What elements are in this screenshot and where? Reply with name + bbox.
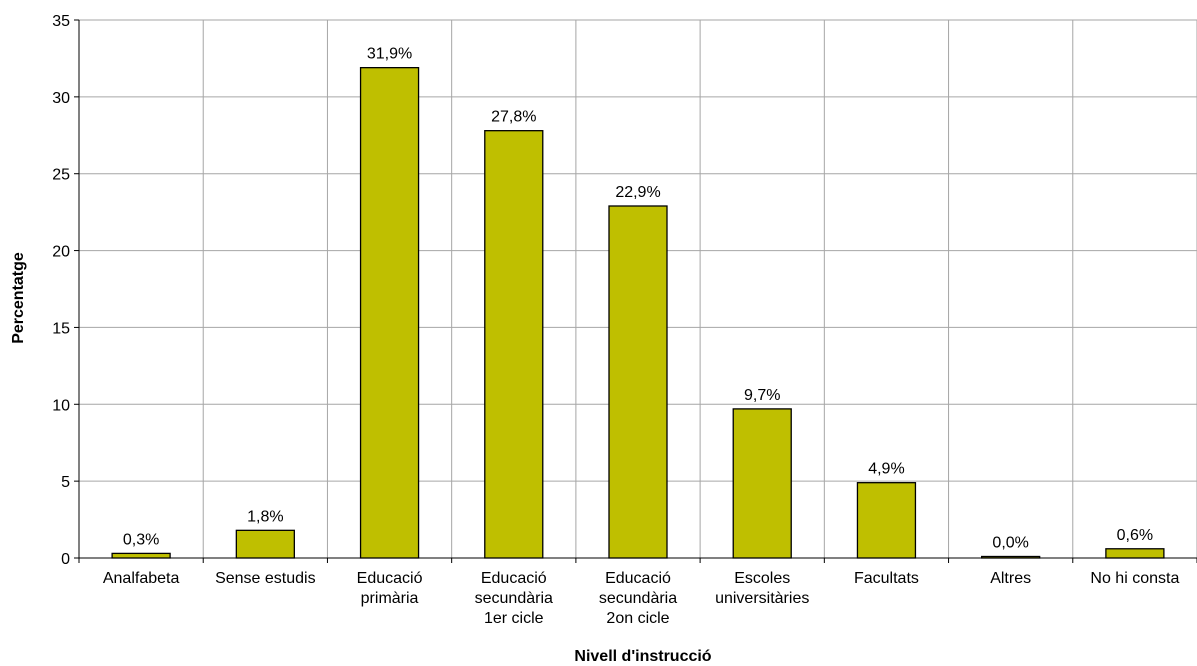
x-category-label: Facultats [854,570,919,587]
x-axis-title: Nivell d'instrucció [574,648,711,665]
y-tick-label: 35 [52,13,70,30]
x-category-label: Educació primària [357,570,423,607]
data-label: 0,0% [992,535,1028,552]
bars [111,67,1165,559]
y-tick-label: 30 [52,90,70,107]
y-tick-label: 10 [52,397,70,414]
x-axis-categories: Analfabeta Sense estudis Educació primària E… [103,570,1180,627]
y-tick-label: 15 [52,320,70,337]
bar [856,482,917,559]
bar [1105,548,1165,559]
x-category-label: Sense estudis [215,570,316,587]
data-label: 22,9% [615,184,660,201]
bar [484,130,544,559]
y-axis-title: Percentatge [10,252,27,344]
x-category-label: Educació secundària 1er cicle [475,570,553,627]
x-category-label: Escoles universitàries [715,570,809,607]
data-label: 9,7% [744,387,780,404]
bar [608,205,668,559]
data-label: 0,3% [123,531,159,548]
data-label: 31,9% [367,46,412,63]
y-tick-label: 0 [61,551,70,568]
bar [111,552,171,559]
bar [981,555,1041,559]
y-tick-label: 5 [61,474,70,491]
y-tick-label: 25 [52,167,70,184]
data-labels: 0,3% 1,8% 31,9% 27,8% 22,9% 9,7% 4,9% 0,0% 0,6% [123,46,1153,552]
x-category-label: Educació secundària 2on cicle [599,570,677,627]
data-label: 1,8% [247,508,283,525]
data-label: 4,9% [868,461,904,478]
y-tick-label: 20 [52,244,70,261]
data-label: 27,8% [491,109,536,126]
x-category-label: No hi consta [1090,570,1179,587]
bar [235,529,295,559]
bar [359,67,420,559]
bar [732,408,792,559]
x-category-label: Analfabeta [103,570,180,587]
data-label: 0,6% [1117,527,1153,544]
y-axis-ticks: 0 5 10 15 20 25 30 35 [52,13,79,568]
x-category-label: Altres [990,570,1031,587]
